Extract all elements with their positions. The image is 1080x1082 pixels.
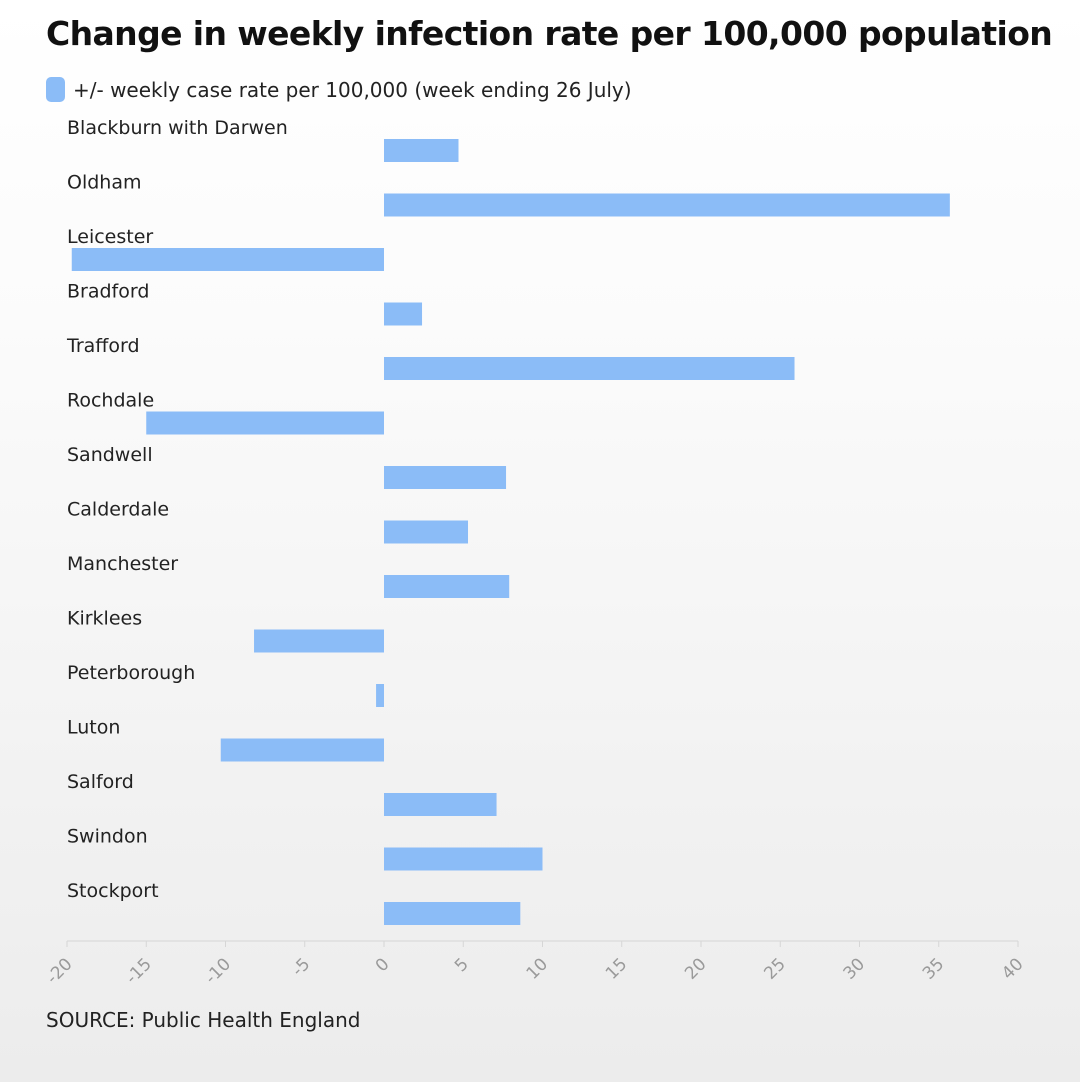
category-label: Sandwell — [67, 444, 153, 466]
bar — [384, 520, 469, 544]
category-label: Trafford — [66, 335, 140, 357]
x-tick-label: 40 — [998, 954, 1027, 983]
chart-title: Change in weekly infection rate per 100,… — [46, 14, 1053, 53]
x-tick-label: 0 — [372, 954, 394, 976]
x-tick-label: -20 — [43, 954, 77, 988]
x-tick-label: -15 — [122, 954, 156, 988]
bar — [384, 902, 521, 925]
x-tick-label: -5 — [288, 954, 314, 980]
category-label: Luton — [67, 717, 120, 739]
bar — [384, 793, 497, 816]
x-tick-label: 15 — [602, 954, 631, 983]
x-tick-label: 5 — [451, 954, 473, 976]
category-label: Manchester — [67, 553, 178, 575]
bar — [384, 575, 510, 598]
category-label: Oldham — [67, 172, 142, 194]
source-note: SOURCE: Public Health England — [46, 1008, 361, 1032]
x-tick-label: 25 — [760, 954, 789, 983]
bar — [254, 629, 384, 653]
x-tick-label: 30 — [840, 954, 869, 983]
bar — [384, 357, 795, 380]
bar — [384, 139, 459, 162]
legend-swatch — [46, 77, 65, 102]
legend-label: +/- weekly case rate per 100,000 (week e… — [73, 77, 632, 102]
category-label: Rochdale — [67, 390, 154, 412]
bar — [146, 411, 384, 435]
bar — [71, 248, 384, 271]
category-label: Stockport — [67, 880, 159, 902]
x-tick-label: 10 — [523, 954, 552, 983]
bar — [384, 466, 507, 489]
bar — [384, 193, 950, 217]
bar — [384, 302, 423, 326]
x-tick-label: 35 — [919, 954, 948, 983]
category-label: Calderdale — [67, 499, 169, 521]
bar — [376, 684, 384, 707]
bar — [220, 738, 384, 762]
x-tick-label: 20 — [681, 954, 710, 983]
legend: +/- weekly case rate per 100,000 (week e… — [46, 77, 632, 102]
category-label: Blackburn with Darwen — [67, 117, 288, 139]
bar — [384, 847, 543, 871]
category-label: Leicester — [67, 226, 153, 248]
category-label: Salford — [67, 771, 134, 793]
category-label: Swindon — [67, 826, 148, 848]
category-label: Bradford — [67, 281, 149, 303]
category-label: Kirklees — [67, 608, 142, 630]
x-tick-label: -10 — [201, 954, 235, 988]
category-label: Peterborough — [67, 662, 195, 684]
